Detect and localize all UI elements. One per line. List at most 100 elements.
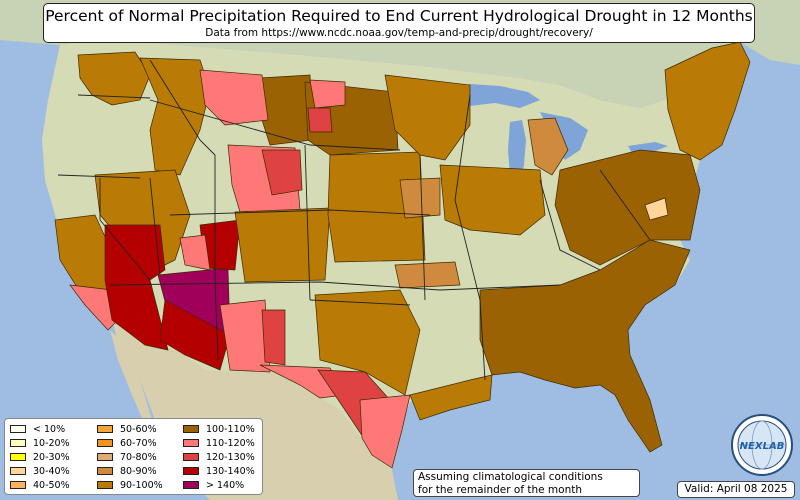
border-tx-ok [309, 299, 411, 306]
state-borders [57, 59, 651, 381]
legend-item: < 10% [10, 422, 70, 436]
legend-label: 110-120% [206, 437, 255, 449]
region-iowa-tan [399, 177, 441, 219]
legend-col-1: < 10% 10-20% 20-30% 30-40% 40-50% [10, 422, 70, 492]
region-nm-red-strip [261, 309, 286, 366]
region-maryland-light [644, 197, 669, 221]
border-north-tier [149, 99, 401, 151]
map-subtitle: Data from https://www.ncdc.noaa.gov/temp… [205, 27, 593, 39]
border-wa-or [77, 94, 151, 99]
legend-swatch [183, 481, 199, 489]
legend-item: 40-50% [10, 478, 70, 492]
legend-item: 30-40% [10, 464, 70, 478]
legend-item: 120-130% [183, 450, 255, 464]
legend-item: > 140% [183, 478, 255, 492]
legend-swatch [97, 439, 113, 447]
region-new-england-brown [664, 41, 751, 161]
region-arizona-dark-red [104, 224, 169, 351]
legend-label: > 140% [206, 479, 245, 491]
region-mid-atlantic-brown [554, 149, 701, 266]
legend-item: 60-70% [97, 436, 163, 450]
legend-label: 20-30% [33, 451, 70, 463]
region-socal-pink [69, 284, 119, 331]
border-oh-valley [539, 179, 601, 271]
border-mid [169, 209, 431, 216]
baja-peninsula [110, 330, 152, 425]
legend-swatch [10, 467, 26, 475]
legend-item: 10-20% [10, 436, 70, 450]
legend-label: 30-40% [33, 465, 70, 477]
region-montana-pink [199, 69, 269, 126]
region-southeast-brown [479, 239, 691, 453]
note-line-1: Assuming climatological conditions [418, 471, 603, 483]
region-new-mexico-red [159, 299, 231, 371]
border-or-ca [57, 174, 141, 179]
legend-swatch [97, 425, 113, 433]
title-box: Percent of Normal Precipitation Required… [43, 3, 755, 43]
region-oklahoma-texas-brown [314, 289, 421, 396]
border-appalachian [599, 169, 651, 241]
map-title: Percent of Normal Precipitation Required… [45, 7, 753, 25]
region-michigan-tan [527, 117, 569, 176]
legend-item: 110-120% [183, 436, 255, 450]
legend-swatch [183, 425, 199, 433]
legend-label: 60-70% [120, 437, 157, 449]
legend-label: 10-20% [33, 437, 70, 449]
legend-col-2: 50-60% 60-70% 70-80% 80-90% 90-100% [97, 422, 163, 492]
border-co-ks [304, 144, 311, 301]
legend-swatch [10, 453, 26, 461]
border-ks-mo [419, 154, 426, 301]
legend-swatch [183, 453, 199, 461]
legend-label: 120-130% [206, 451, 255, 463]
logo-text: NEXLAB [740, 441, 785, 452]
border-ms-river [454, 94, 486, 381]
border-36 [109, 281, 561, 291]
legend-label: 90-100% [120, 479, 163, 491]
region-wyoming-red [261, 149, 303, 196]
region-colorado-brown [234, 207, 331, 283]
note-line-2: for the remainder of the month [418, 483, 583, 496]
border-id-mt [149, 59, 216, 156]
region-pnw [77, 51, 151, 106]
legend-item: 70-80% [97, 450, 163, 464]
region-montana-east [259, 74, 313, 146]
legend-swatch [97, 467, 113, 475]
legend-swatch [183, 467, 199, 475]
assumption-note: Assuming climatological conditions for t… [413, 469, 640, 497]
legend-swatch [183, 439, 199, 447]
valid-date: Valid: April 08 2025 [677, 481, 795, 498]
legend-label: 70-80% [120, 451, 157, 463]
legend-swatch [10, 425, 26, 433]
border-nv-az [149, 177, 161, 276]
region-kansas-tan [394, 261, 461, 289]
legend-item: 20-30% [10, 450, 70, 464]
region-sw-pink [179, 234, 211, 271]
region-great-basin [94, 169, 191, 271]
legend-item: 100-110% [183, 422, 255, 436]
drought-regions [54, 41, 751, 469]
legend-item: 50-60% [97, 422, 163, 436]
region-sd-pink [309, 79, 346, 109]
region-upper-midwest-brown [384, 74, 471, 161]
legend-label: 80-90% [120, 465, 157, 477]
legend-label: 100-110% [206, 423, 255, 435]
legend-col-3: 100-110% 110-120% 120-130% 130-140% > 14… [183, 422, 255, 492]
region-sd-red [307, 107, 333, 133]
border-az-nm [214, 279, 219, 361]
legend-label: 40-50% [33, 479, 70, 491]
legend: < 10% 10-20% 20-30% 30-40% 40-50% 50-60%… [4, 418, 263, 495]
legend-swatch [10, 439, 26, 447]
legend-item: 130-140% [183, 464, 255, 478]
legend-item: 80-90% [97, 464, 163, 478]
legend-label: 50-60% [120, 423, 157, 435]
legend-label: 130-140% [206, 465, 255, 477]
region-midwest-mixed [439, 164, 546, 236]
region-nebraska-kansas-brown [327, 151, 426, 263]
region-new-mexico-pink [219, 299, 271, 373]
legend-swatch [10, 481, 26, 489]
legend-label: < 10% [33, 423, 66, 435]
nexlab-globe-logo-icon: NEXLAB [731, 414, 793, 476]
legend-item: 90-100% [97, 478, 163, 492]
